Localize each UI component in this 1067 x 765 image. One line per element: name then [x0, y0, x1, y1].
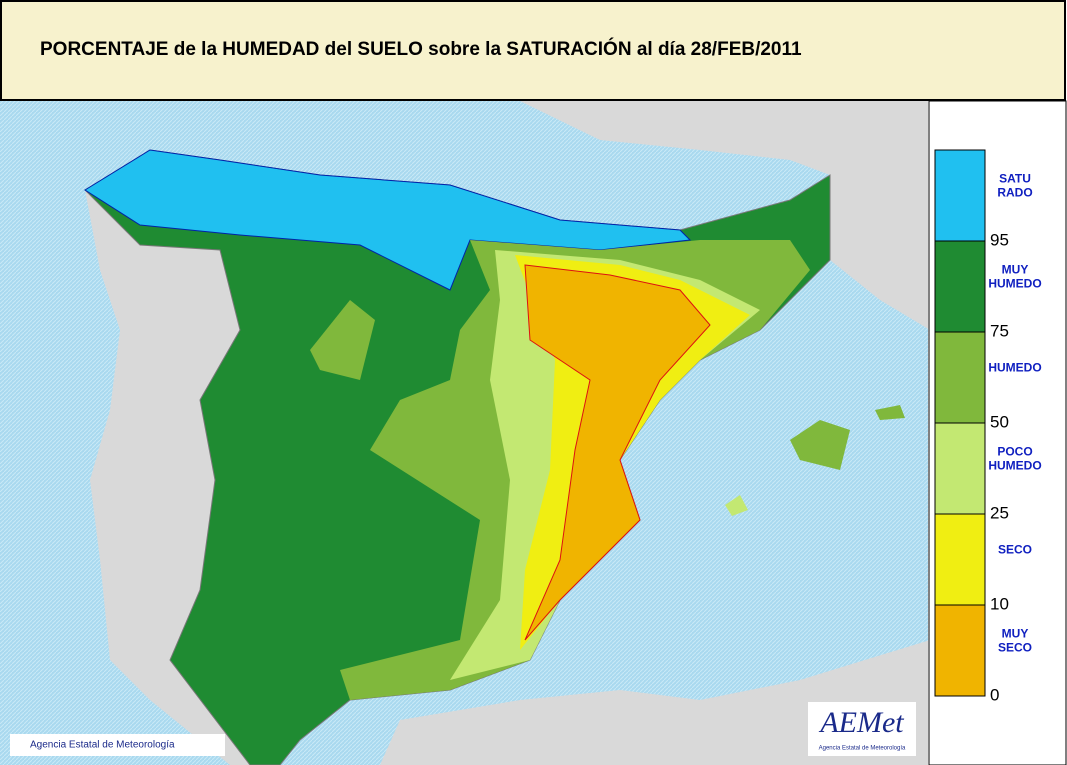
- credit: Agencia Estatal de Meteorología: [30, 740, 175, 751]
- map-title: PORCENTAJE de la HUMEDAD del SUELO sobre…: [40, 38, 802, 60]
- legend-threshold: 0: [990, 685, 999, 704]
- legend-swatch: [934, 240, 986, 333]
- legend-label: MUY: [1002, 263, 1029, 277]
- legend-label: HUMEDO: [988, 361, 1041, 375]
- legend-label: RADO: [997, 186, 1032, 200]
- legend-swatch: [934, 513, 986, 606]
- france: [260, 101, 928, 329]
- logo-subtitle: Agencia Estatal de Meteorología: [819, 746, 906, 752]
- legend-threshold: 50: [990, 412, 1009, 431]
- region-muy-seco: [524, 264, 711, 641]
- credit-box: [10, 734, 225, 756]
- africa: [380, 640, 928, 765]
- logo-box: [808, 702, 916, 756]
- legend-label: SECO: [998, 543, 1032, 557]
- legend-threshold: 25: [990, 503, 1009, 522]
- legend-swatch: [934, 422, 986, 515]
- legend-threshold: 10: [990, 594, 1009, 613]
- ibiza: [725, 495, 748, 516]
- logo: AEMet: [818, 706, 904, 739]
- legend-label: HUMEDO: [988, 459, 1041, 473]
- region-saturado: [84, 149, 692, 291]
- title-bar: [0, 0, 1066, 101]
- map: [0, 101, 928, 765]
- legend-label: SECO: [998, 641, 1032, 655]
- legend-label: SATU: [999, 172, 1031, 186]
- menorca: [875, 405, 905, 420]
- legend-label: MUY: [1002, 627, 1029, 641]
- legend-swatch: [934, 331, 986, 424]
- legend-threshold: 95: [990, 230, 1009, 249]
- legend-swatch: [934, 604, 986, 697]
- legend-threshold: 75: [990, 321, 1009, 340]
- legend-swatch: [934, 149, 986, 242]
- legend-label: POCO: [997, 445, 1032, 459]
- balearic-islands: [790, 420, 850, 470]
- region-humedo-patch: [310, 300, 375, 380]
- legend-label: HUMEDO: [988, 277, 1041, 291]
